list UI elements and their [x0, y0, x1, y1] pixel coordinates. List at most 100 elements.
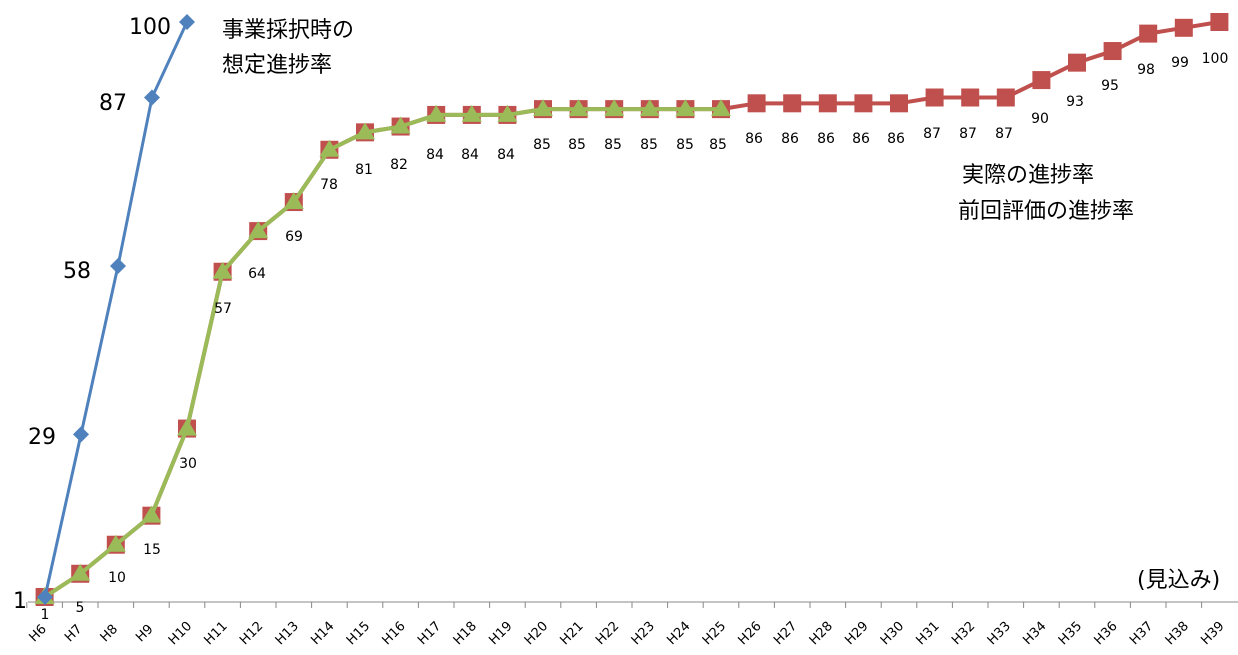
legend-previous: 前回評価の進捗率 [958, 199, 1134, 224]
actual-value-label: 86 [852, 131, 870, 147]
previous-evaluation-point [212, 261, 233, 279]
x-tick-label-H30: H30 [878, 619, 907, 648]
actual-progress-point [1210, 13, 1229, 31]
planned-progress-point [37, 589, 53, 605]
actual-progress-point [996, 88, 1015, 107]
x-tick-label-H25: H25 [700, 619, 729, 648]
x-axis-ticks [26, 602, 1203, 608]
series-planned-progress [37, 14, 195, 605]
x-axis-note: (見込み) [1137, 568, 1220, 593]
previous-evaluation-point [355, 122, 375, 140]
previous-evaluation-point [105, 534, 126, 552]
actual-value-label: 81 [355, 162, 373, 178]
series-previous-evaluation [34, 99, 731, 604]
x-tick-label-H34: H34 [1020, 619, 1049, 648]
actual-value-label: 99 [1171, 55, 1189, 71]
actual-value-label: 84 [497, 147, 515, 163]
previous-evaluation-point [604, 99, 625, 117]
actual-value-label: 15 [143, 542, 161, 558]
x-tick-label-H15: H15 [344, 619, 373, 648]
x-tick-label-H11: H11 [202, 619, 231, 648]
actual-value-label: 87 [959, 126, 977, 142]
legend-actual: 実際の進捗率 [962, 163, 1094, 188]
actual-progress-point [854, 94, 873, 113]
actual-value-label: 86 [745, 131, 763, 147]
x-tick-label-H18: H18 [451, 619, 480, 648]
x-tick-label-H10: H10 [166, 619, 195, 648]
x-tick-label-H35: H35 [1056, 619, 1085, 648]
actual-value-label: 1 [41, 607, 50, 623]
actual-progress-point [1139, 24, 1158, 43]
x-tick-label-H38: H38 [1163, 619, 1192, 648]
actual-progress-point [925, 88, 944, 107]
x-tick-label-H8: H8 [98, 622, 121, 645]
planned-progress-point [179, 14, 195, 30]
previous-evaluation-point [141, 505, 162, 523]
x-tick-label-H39: H39 [1198, 619, 1227, 648]
actual-value-label: 10 [108, 570, 126, 586]
legend-planned-line2: 想定進捗率 [222, 53, 332, 78]
actual-value-label: 85 [533, 137, 551, 153]
previous-evaluation-point [390, 116, 411, 134]
x-tick-label-H28: H28 [807, 619, 836, 648]
x-tick-label-H20: H20 [522, 619, 551, 648]
actual-value-label: 85 [568, 137, 586, 153]
planned-value-label: 58 [63, 259, 91, 284]
x-tick-label-H13: H13 [273, 619, 302, 648]
actual-progress-point [961, 88, 980, 107]
actual-value-label: 84 [461, 147, 479, 163]
actual-value-label: 93 [1066, 94, 1084, 110]
previous-evaluation-point [426, 104, 447, 122]
x-tick-label-H17: H17 [415, 619, 444, 648]
previous-evaluation-point [675, 99, 696, 117]
actual-progress-point [783, 94, 802, 113]
actual-value-label: 85 [640, 137, 658, 153]
x-tick-label-H36: H36 [1092, 619, 1121, 648]
actual-progress-point [747, 94, 766, 113]
planned-value-label: 87 [99, 91, 127, 116]
x-tick-label-H27: H27 [771, 619, 800, 648]
previous-evaluation-point [177, 418, 197, 436]
x-axis-tick-labels: H6 H7 H8 H9 H10 H11 H12 H13 H14 H15 H16 H17 H18 H19 H2… [26, 619, 1227, 648]
actual-value-label: 82 [390, 157, 408, 173]
x-tick-label-H12: H12 [237, 619, 266, 648]
x-tick-label-H24: H24 [664, 619, 693, 648]
previous-evaluation-point [283, 192, 304, 210]
planned-value-label: 29 [28, 425, 56, 450]
previous-evaluation-point [319, 139, 340, 157]
actual-value-label: 64 [248, 266, 266, 282]
x-tick-label-H21: H21 [558, 619, 587, 648]
actual-value-label: 85 [676, 137, 694, 153]
legend-planned-line1: 事業採択時の [222, 18, 354, 43]
actual-progress-point [1174, 18, 1193, 37]
previous-evaluation-point [711, 99, 731, 117]
actual-value-label: 90 [1031, 111, 1049, 127]
actual-value-label: 5 [76, 600, 85, 616]
actual-value-label: 57 [214, 301, 232, 317]
x-tick-label-H33: H33 [985, 619, 1014, 648]
previous-evaluation-point [639, 99, 660, 117]
previous-evaluation-point [497, 104, 518, 122]
previous-evaluation-point [248, 221, 269, 239]
x-tick-label-H7: H7 [62, 622, 85, 645]
x-tick-label-H22: H22 [593, 619, 622, 648]
actual-value-label: 78 [320, 177, 338, 193]
x-tick-label-H37: H37 [1127, 619, 1156, 648]
x-tick-label-H19: H19 [486, 619, 515, 648]
previous-evaluation-point [568, 99, 589, 117]
x-tick-label-H6: H6 [26, 622, 49, 645]
x-tick-label-H23: H23 [629, 619, 658, 648]
actual-progress-point [890, 94, 908, 113]
actual-value-label: 95 [1101, 78, 1119, 94]
actual-value-label: 69 [285, 229, 303, 245]
previous-evaluation-point [461, 104, 482, 122]
actual-value-label: 86 [817, 131, 835, 147]
previous-evaluation-point [533, 99, 553, 117]
actual-value-label: 87 [923, 126, 941, 142]
actual-progress-point [1103, 42, 1122, 61]
actual-value-label: 84 [426, 147, 444, 163]
x-tick-label-H32: H32 [949, 619, 978, 648]
previous-evaluation-line [43, 107, 721, 599]
